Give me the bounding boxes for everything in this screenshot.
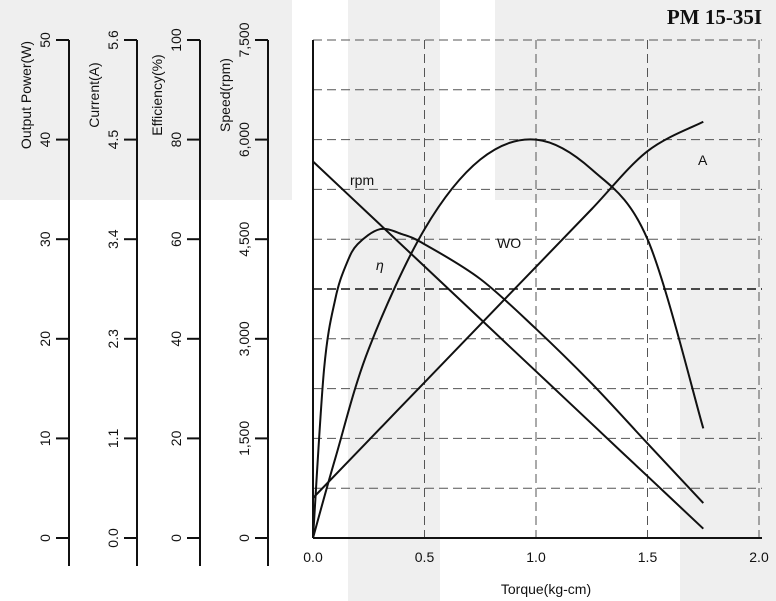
series-label-output-power: WO [497, 235, 521, 251]
y-axis-title: Current(A) [86, 62, 102, 127]
y-tick-label: 0 [168, 534, 184, 542]
y-tick-label: 0 [37, 534, 53, 542]
y-tick-label: 40 [37, 132, 53, 148]
y-tick-label: 40 [168, 331, 184, 347]
y-tick-label: 30 [37, 231, 53, 247]
series-label-rpm: rpm [350, 172, 374, 188]
y-tick-label: 7,500 [236, 22, 252, 57]
y-axis-title: Efficiency(%) [149, 54, 165, 135]
y-tick-label: 6,000 [236, 122, 252, 157]
y-tick-label: 20 [168, 430, 184, 446]
y-tick-label: 2.3 [105, 329, 121, 349]
x-tick-label: 1.5 [638, 549, 658, 565]
y-tick-label: 1,500 [236, 421, 252, 456]
y-tick-label: 1.1 [105, 428, 121, 448]
y-tick-label: 10 [37, 430, 53, 446]
y-tick-label: 100 [168, 28, 184, 52]
y-tick-label: 4,500 [236, 221, 252, 256]
y-tick-label: 50 [37, 32, 53, 48]
series-label-efficiency: η [376, 257, 384, 273]
x-axis-title: Torque(kg-cm) [501, 581, 591, 597]
series-line-efficiency [312, 227, 705, 539]
y-tick-label: 4.5 [105, 130, 121, 150]
y-axis-title: Speed(rpm) [217, 58, 233, 132]
y-tick-label: 60 [168, 231, 184, 247]
grid [313, 39, 762, 538]
x-tick-label: 1.0 [526, 549, 546, 565]
y-tick-label: 5.6 [105, 30, 121, 50]
y-tick-label: 80 [168, 132, 184, 148]
y-tick-label: 3,000 [236, 321, 252, 356]
y-axis-title: Output Power(W) [18, 41, 34, 149]
x-tick-label: 0.5 [415, 549, 435, 565]
x-tick-label: 2.0 [749, 549, 769, 565]
labels: PM 15-35I Torque(kg-cm) rpm A η WO [350, 5, 762, 597]
x-tick-label: 0.0 [303, 549, 323, 565]
series-label-current: A [698, 152, 708, 168]
series-line-rpm [312, 160, 704, 530]
y-tick-label: 20 [37, 331, 53, 347]
y-tick-label: 0 [236, 534, 252, 542]
chart-title: PM 15-35I [667, 5, 762, 29]
y-tick-label: 0.0 [105, 528, 121, 548]
series [312, 120, 705, 539]
y-tick-label: 3.4 [105, 229, 121, 249]
series-line-output-power [312, 138, 705, 539]
